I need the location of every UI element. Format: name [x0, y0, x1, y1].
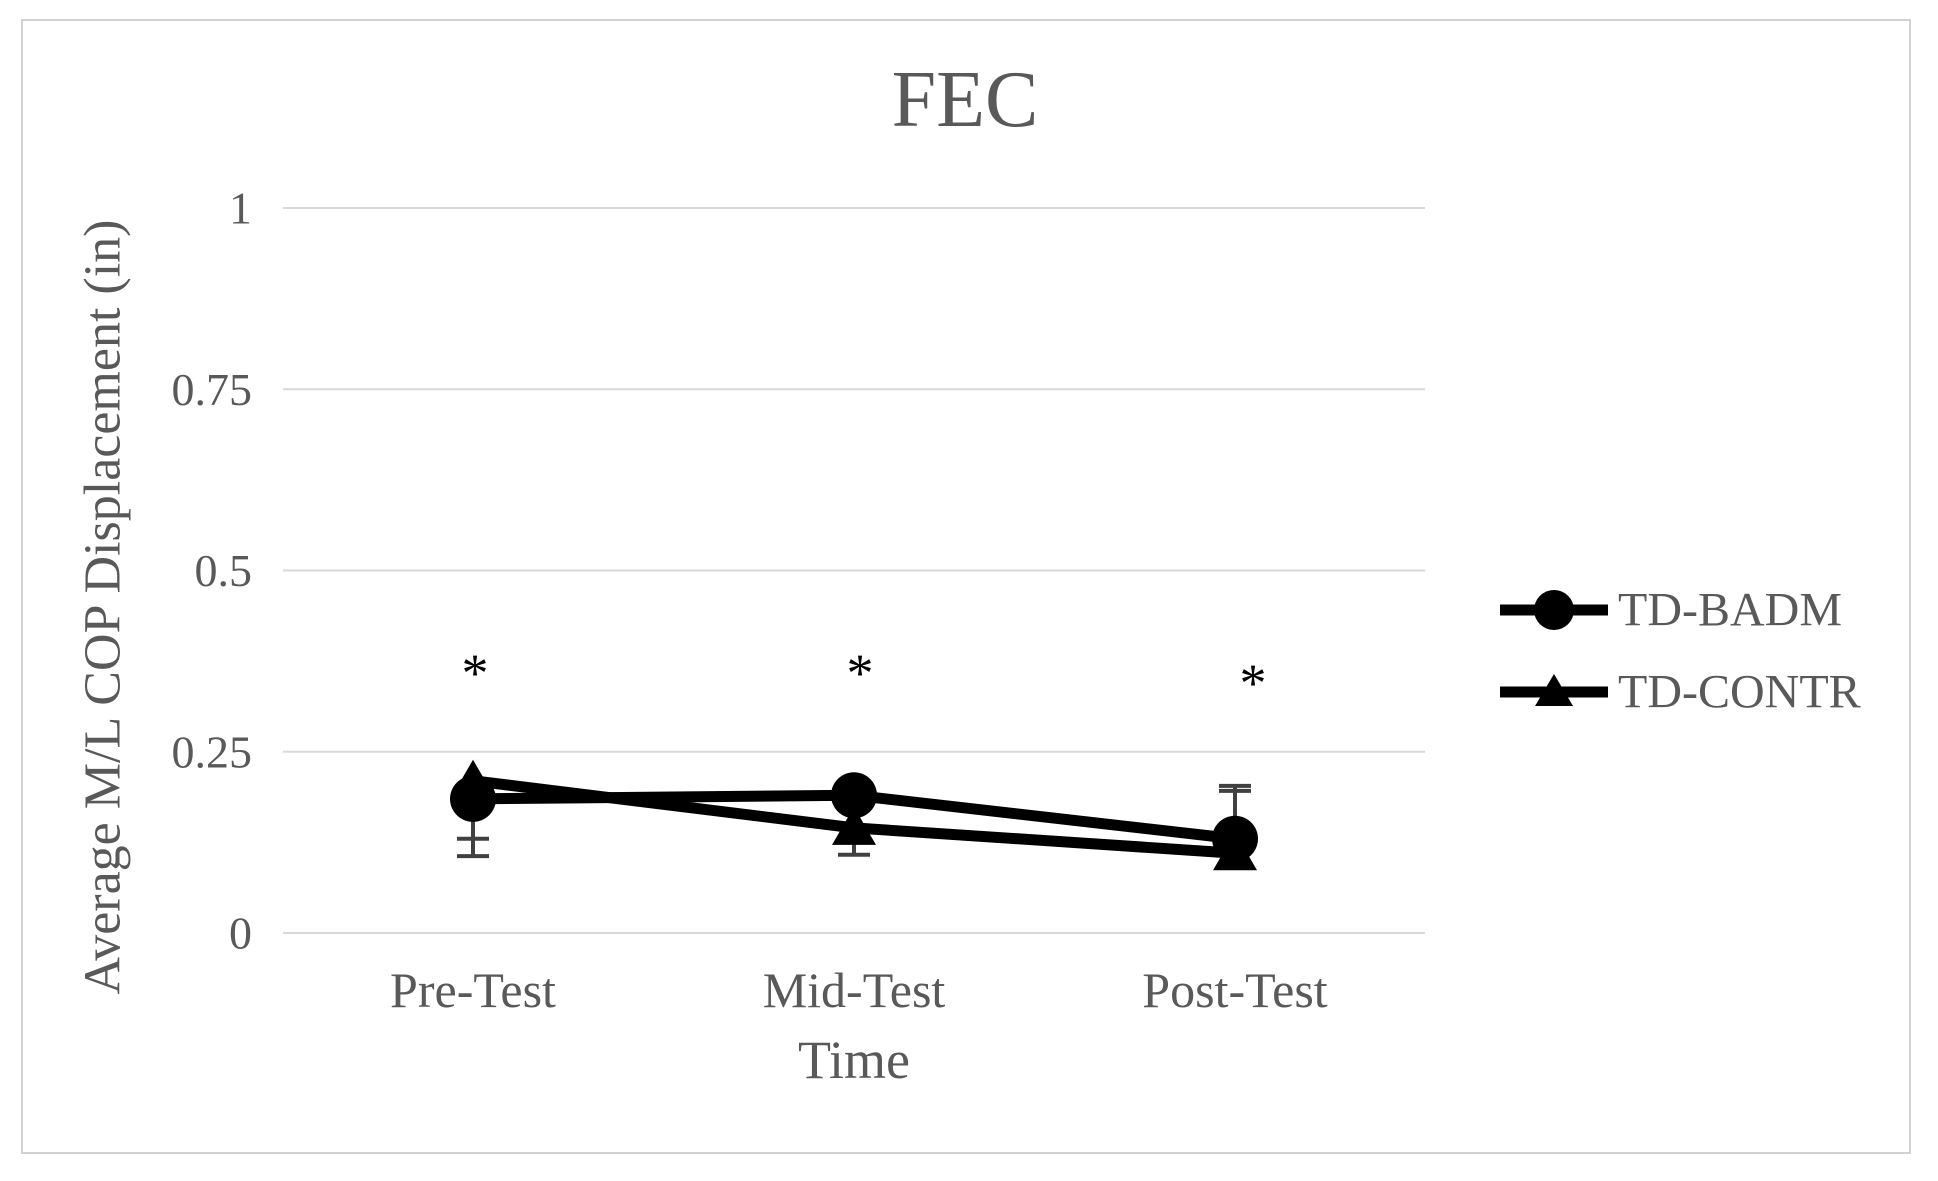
figure-border [21, 19, 1911, 1154]
x-tick-label: Post-Test [1142, 962, 1328, 1018]
legend-item-td-contr-triangle-icon [1535, 674, 1573, 706]
legend-item-td-contr-label: TD-CONTR [1618, 666, 1861, 719]
y-tick-label: 0.25 [172, 726, 253, 777]
y-tick-label: 0 [229, 908, 252, 959]
legend-item-td-badm-label: TD-BADM [1618, 584, 1842, 637]
marker-td-badm-circle-icon [831, 772, 877, 819]
legend-item-td-badm-circle-icon [1534, 590, 1574, 630]
significance-asterisk: * [1240, 653, 1267, 713]
x-axis-title: Time [798, 1030, 910, 1090]
y-tick-label: 1 [229, 183, 252, 234]
x-tick-label: Pre-Test [390, 962, 556, 1018]
significance-asterisk: * [847, 643, 874, 703]
y-tick-label: 0.5 [195, 545, 253, 596]
y-tick-label: 0.75 [172, 364, 253, 415]
chart-title: FEC [892, 56, 1039, 144]
significance-asterisk: * [462, 643, 489, 703]
marker-td-badm-circle-icon [1212, 815, 1258, 862]
marker-td-badm-circle-icon [450, 775, 496, 822]
y-axis-title: Average M/L COP Displacement (in) [75, 220, 132, 995]
marker-td-contr-triangle-icon [832, 806, 876, 845]
x-tick-label: Mid-Test [763, 962, 946, 1018]
